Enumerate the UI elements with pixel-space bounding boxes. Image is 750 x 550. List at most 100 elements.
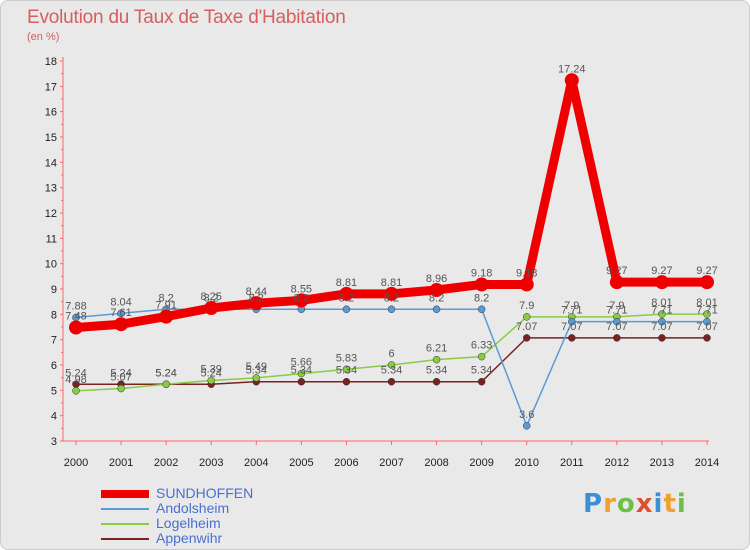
data-label: 9.27 xyxy=(696,265,717,277)
data-label: 9.18 xyxy=(516,267,537,279)
data-point xyxy=(432,377,441,386)
data-label: 8.2 xyxy=(339,292,354,304)
data-point xyxy=(69,320,83,335)
data-point xyxy=(432,355,441,364)
data-point xyxy=(72,387,80,395)
x-tick-label: 2011 xyxy=(560,457,584,469)
data-label: 6.21 xyxy=(426,343,447,355)
data-label: 7.9 xyxy=(564,300,579,312)
data-label: 5.34 xyxy=(246,365,267,377)
data-point xyxy=(207,376,215,385)
data-point xyxy=(658,310,666,318)
data-label: 9.27 xyxy=(606,265,627,277)
x-tick-label: 2012 xyxy=(605,457,629,469)
x-tick-label: 2010 xyxy=(514,457,538,469)
legend-swatch xyxy=(101,538,149,540)
data-point xyxy=(522,313,531,321)
data-label: 7.71 xyxy=(561,305,582,317)
chart-subtitle: (en %) xyxy=(27,31,60,43)
data-label: 5.24 xyxy=(201,367,222,379)
data-point xyxy=(658,334,666,342)
data-point xyxy=(474,277,489,292)
data-label: 8.81 xyxy=(336,277,357,289)
y-tick-label: 3 xyxy=(51,436,57,448)
data-label: 8.81 xyxy=(381,277,402,289)
data-point xyxy=(522,334,531,342)
data-point xyxy=(117,384,125,393)
x-tick-label: 2002 xyxy=(154,457,178,469)
data-point xyxy=(613,317,621,326)
data-label: 8.2 xyxy=(384,292,399,304)
data-label: 5.34 xyxy=(426,365,447,377)
y-tick-label: 15 xyxy=(45,132,57,144)
data-point xyxy=(568,334,576,342)
y-tick-label: 13 xyxy=(45,183,57,195)
x-tick-label: 2004 xyxy=(244,457,268,469)
data-point xyxy=(387,377,396,386)
data-point xyxy=(522,422,531,430)
y-tick-label: 11 xyxy=(46,233,57,245)
x-tick-label: 2014 xyxy=(695,457,719,469)
data-label: 8.55 xyxy=(291,283,312,295)
data-label: 8.2 xyxy=(294,292,309,304)
data-point xyxy=(387,305,396,314)
x-tick-label: 2006 xyxy=(334,457,358,469)
legend-swatch xyxy=(101,508,149,510)
data-point xyxy=(703,310,711,318)
data-point xyxy=(613,334,621,342)
data-label: 8.96 xyxy=(426,273,447,285)
data-label: 7.9 xyxy=(519,300,534,312)
x-tick-label: 2003 xyxy=(199,457,223,469)
data-label: 5.24 xyxy=(65,367,86,379)
data-point xyxy=(609,275,624,290)
data-label: 5.24 xyxy=(110,367,131,379)
data-point xyxy=(477,305,486,314)
data-point xyxy=(658,317,666,326)
data-point xyxy=(339,286,354,301)
x-tick-label: 2001 xyxy=(109,457,133,469)
data-label: 6 xyxy=(388,348,394,360)
data-point xyxy=(477,352,486,361)
y-tick-label: 14 xyxy=(45,157,57,169)
proxiti-logo: Proxiti xyxy=(583,489,687,519)
data-label: 7.07 xyxy=(606,321,627,333)
data-point xyxy=(477,377,486,386)
y-tick-label: 16 xyxy=(45,107,57,119)
data-label: 17.24 xyxy=(558,63,586,75)
data-point xyxy=(703,334,711,342)
data-label: 5.83 xyxy=(336,352,357,364)
data-point xyxy=(564,73,579,88)
data-point xyxy=(114,317,129,332)
data-label: 7.71 xyxy=(606,305,627,317)
data-label: 7.91 xyxy=(155,300,176,312)
data-label: 7.07 xyxy=(516,321,537,333)
data-label: 7.9 xyxy=(609,300,624,312)
data-label: 8.04 xyxy=(110,296,131,308)
data-point xyxy=(342,305,351,314)
data-label: 9.18 xyxy=(471,267,492,279)
x-tick-label: 2013 xyxy=(650,457,674,469)
data-label: 7.61 xyxy=(110,307,131,319)
y-tick-label: 12 xyxy=(45,208,57,220)
data-point xyxy=(297,377,306,386)
data-label: 7.07 xyxy=(561,321,582,333)
series-layer xyxy=(69,73,714,430)
y-tick-label: 8 xyxy=(51,309,57,321)
data-label: 5.34 xyxy=(291,365,312,377)
data-point xyxy=(162,380,170,389)
y-tick-label: 5 xyxy=(51,385,57,397)
data-label: 8.2 xyxy=(474,292,489,304)
data-point xyxy=(432,305,441,314)
data-label: 7.07 xyxy=(696,321,717,333)
data-label: 5.24 xyxy=(155,367,176,379)
legend-label: Andolsheim xyxy=(156,500,230,516)
x-tick-label: 2009 xyxy=(469,457,493,469)
data-label: 8.01 xyxy=(696,297,717,309)
data-label: 8.25 xyxy=(201,291,222,303)
data-point xyxy=(703,317,711,326)
data-label: 6.33 xyxy=(471,340,492,352)
data-point xyxy=(519,277,534,292)
data-label: 8.2 xyxy=(158,292,173,304)
